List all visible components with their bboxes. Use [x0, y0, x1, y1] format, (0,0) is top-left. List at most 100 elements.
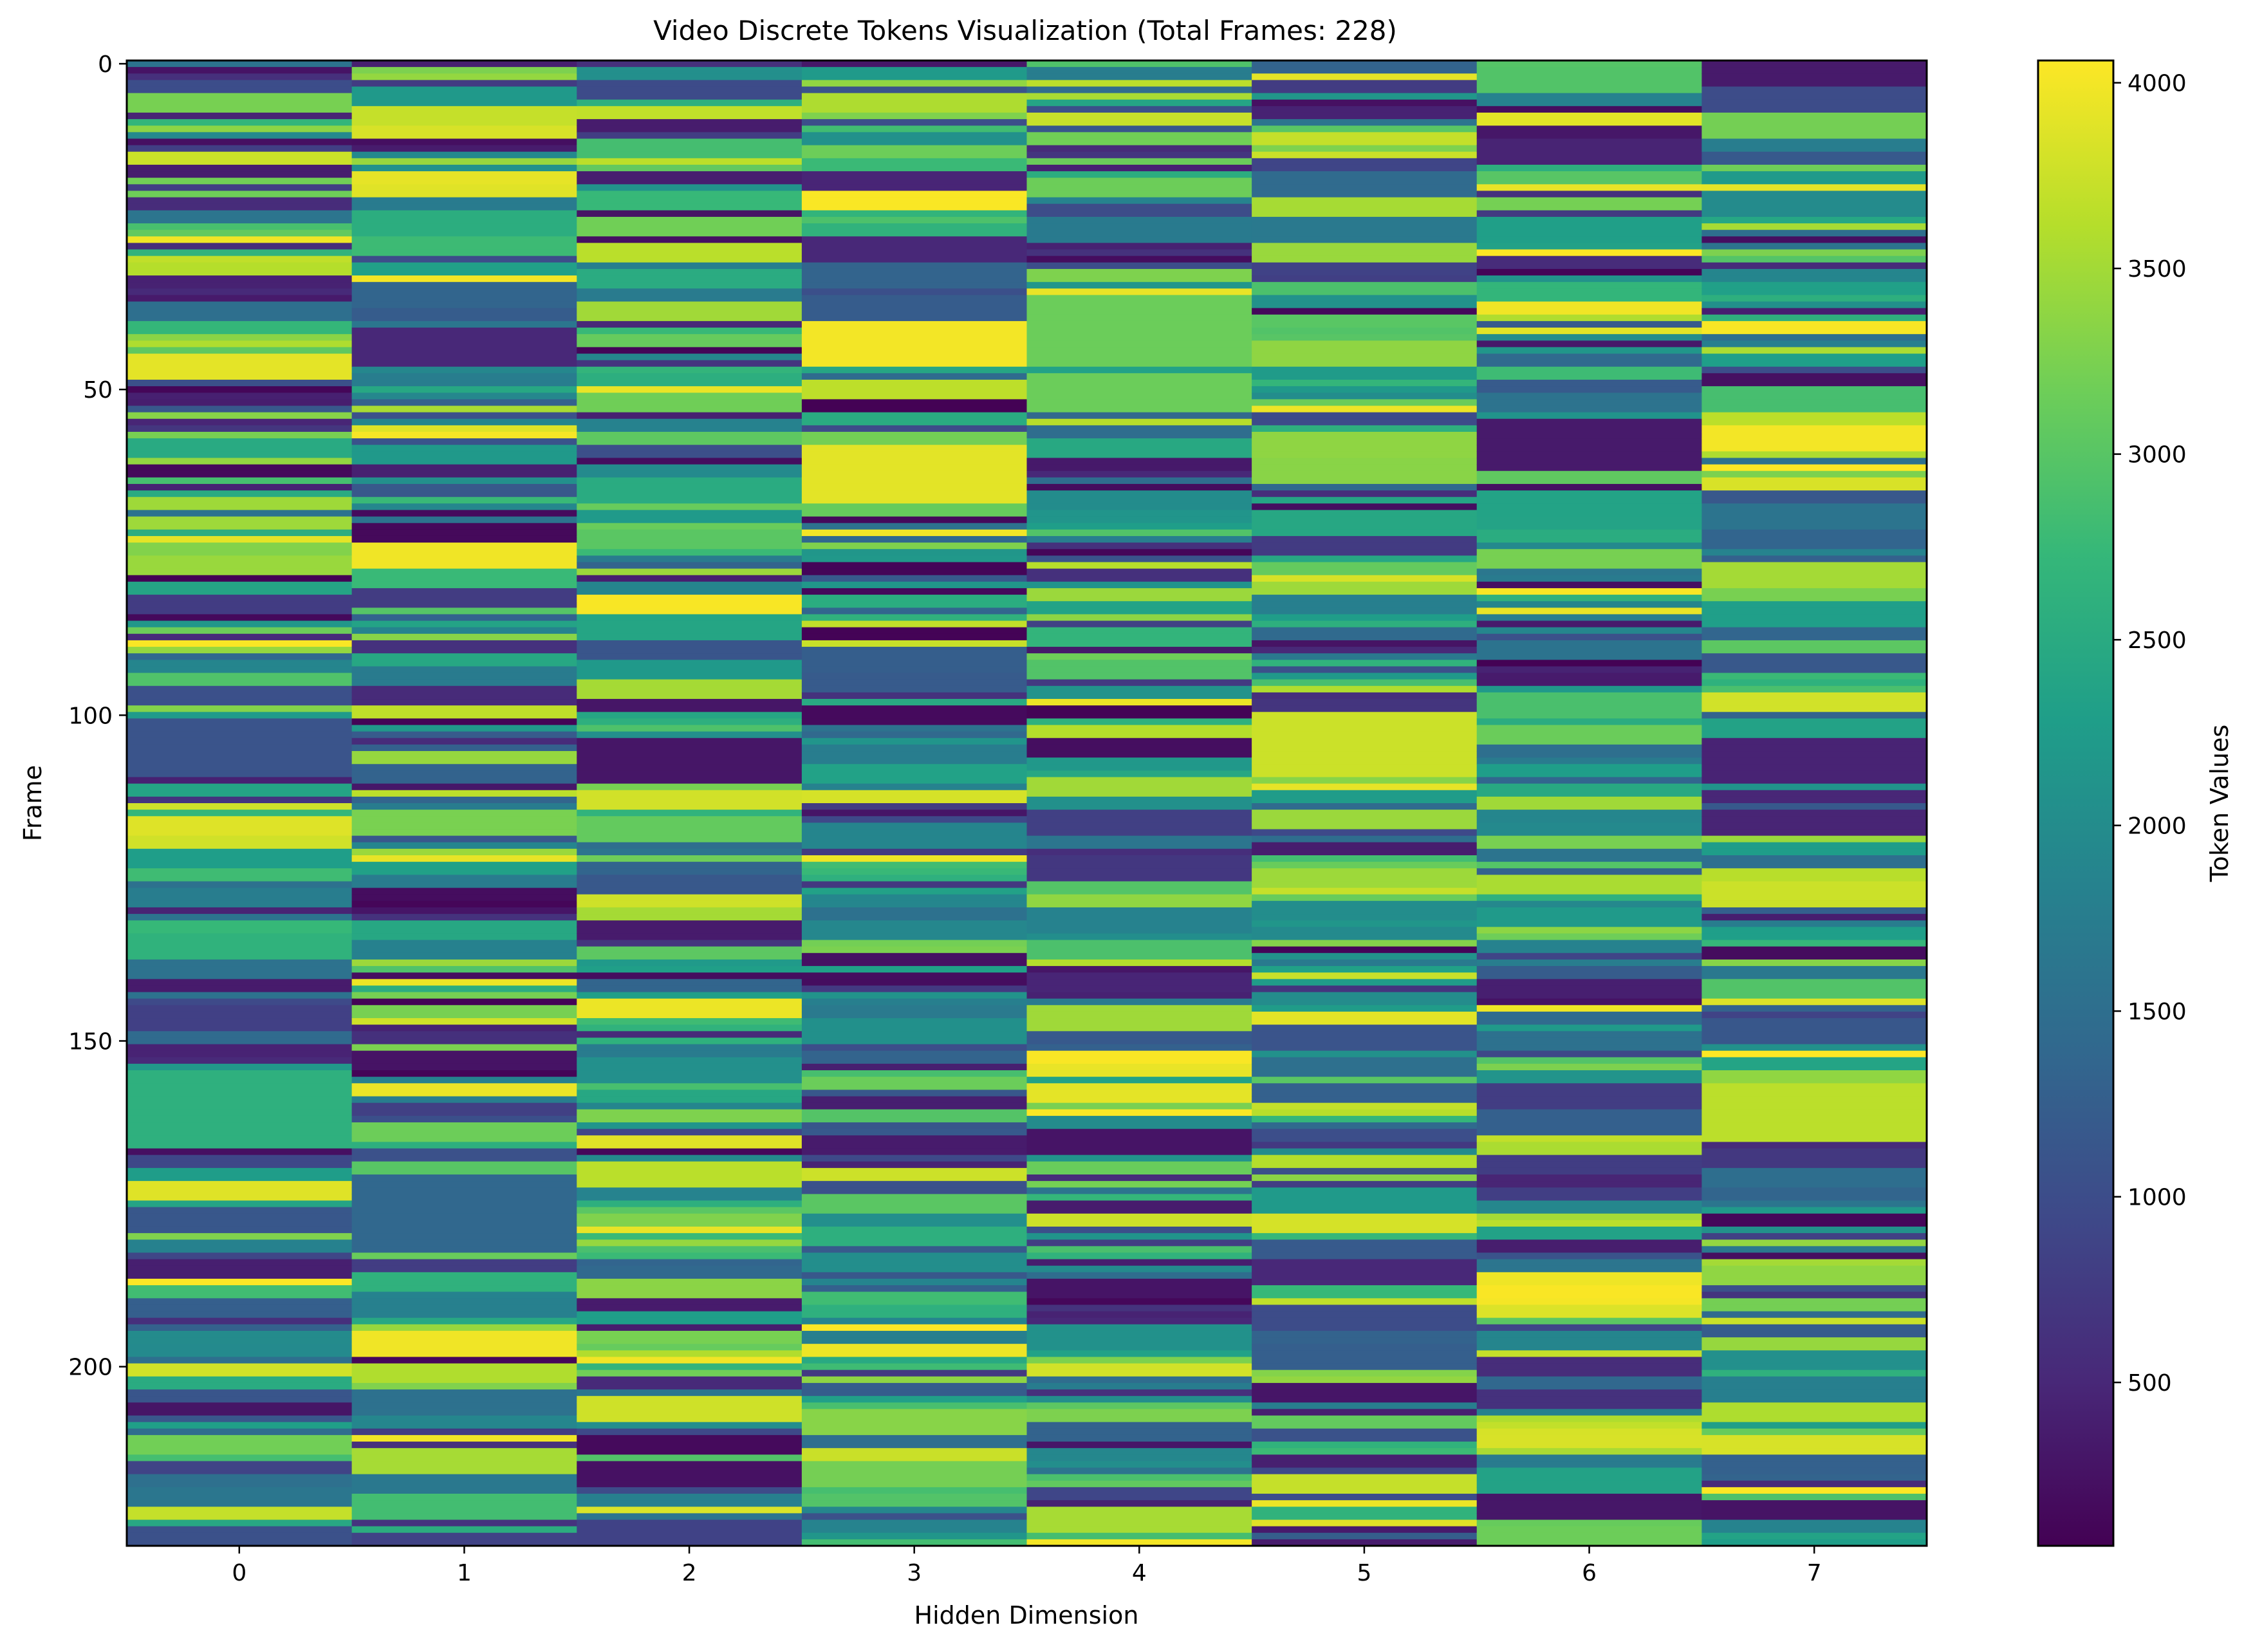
heatmap-cell [1476, 842, 1702, 849]
heatmap-cell [1252, 132, 1478, 140]
heatmap-cell [351, 1155, 577, 1162]
heatmap-cell [1476, 451, 1702, 459]
heatmap-cell [1476, 1122, 1702, 1129]
heatmap-cell [127, 855, 353, 862]
heatmap-cell [1026, 633, 1252, 641]
heatmap-cell [1701, 1102, 1927, 1110]
heatmap-cell [1252, 314, 1478, 322]
heatmap-cell [1252, 1532, 1478, 1540]
heatmap-cell [127, 1278, 353, 1286]
heatmap-cell [1476, 190, 1702, 198]
heatmap-cell [1476, 803, 1702, 810]
heatmap-cell [1476, 692, 1702, 700]
heatmap-cell [127, 1259, 353, 1267]
heatmap-cell [577, 1187, 802, 1194]
y-axis-label: Frame [19, 765, 47, 841]
heatmap-cell [127, 907, 353, 914]
heatmap-cell [351, 418, 577, 426]
heatmap-cell [127, 666, 353, 674]
heatmap-cell [351, 744, 577, 752]
heatmap-cell [577, 568, 802, 576]
heatmap-cell [351, 653, 577, 660]
heatmap-cell [1026, 848, 1252, 856]
heatmap-cell [577, 666, 802, 674]
heatmap-cell [1701, 816, 1927, 823]
heatmap-cell [801, 288, 1028, 296]
heatmap-cell [351, 1442, 577, 1449]
heatmap-cell [1701, 1396, 1927, 1403]
heatmap-cell [1252, 503, 1478, 511]
heatmap-cell [1026, 692, 1252, 700]
heatmap-cell [1252, 614, 1478, 622]
heatmap-cell [127, 647, 353, 654]
heatmap-cell [1701, 1526, 1927, 1534]
heatmap-cell [577, 575, 802, 582]
heatmap-cell [351, 1252, 577, 1260]
heatmap-cell [127, 1292, 353, 1299]
heatmap-cell [1476, 399, 1702, 407]
heatmap-cell [1701, 418, 1927, 426]
heatmap-cell [801, 1272, 1028, 1279]
heatmap-cell [577, 1115, 802, 1123]
heatmap-cell [577, 1155, 802, 1162]
heatmap-cell [1026, 393, 1252, 400]
heatmap-cell [1026, 601, 1252, 608]
heatmap-cell [1476, 1428, 1702, 1436]
heatmap-cell [577, 803, 802, 810]
heatmap-cell [801, 1480, 1028, 1488]
heatmap-cell [1252, 470, 1478, 478]
heatmap-cell [1026, 575, 1252, 582]
heatmap-cell [577, 614, 802, 622]
heatmap-cell [1026, 1233, 1252, 1240]
heatmap-cell [351, 620, 577, 628]
heatmap-cell [351, 490, 577, 497]
heatmap-cell [127, 418, 353, 426]
heatmap-cell [1701, 1382, 1927, 1390]
heatmap-cell [1701, 275, 1927, 283]
heatmap-cell [801, 1519, 1028, 1527]
heatmap-cell [127, 1507, 353, 1514]
heatmap-cell [127, 633, 353, 641]
heatmap-cell [801, 1005, 1028, 1012]
heatmap-cell [577, 178, 802, 185]
heatmap-cell [1026, 1070, 1252, 1077]
heatmap-cell [801, 1532, 1028, 1540]
heatmap-cell [801, 1167, 1028, 1175]
heatmap-cell [801, 647, 1028, 654]
heatmap-cell [127, 67, 353, 74]
heatmap-cell [1701, 894, 1927, 902]
heatmap-cell [351, 1357, 577, 1364]
heatmap-cell [1252, 1304, 1478, 1312]
heatmap-cell [1252, 1050, 1478, 1058]
heatmap-cell [351, 262, 577, 270]
heatmap-cell [1476, 783, 1702, 791]
heatmap-cell [801, 93, 1028, 100]
heatmap-cell [1252, 73, 1478, 80]
heatmap-cell [1026, 366, 1252, 374]
heatmap-cell [1252, 633, 1478, 641]
heatmap-cell [801, 1115, 1028, 1123]
heatmap-cell [127, 1011, 353, 1019]
heatmap-cell [351, 203, 577, 211]
heatmap-cell [801, 1252, 1028, 1260]
heatmap-cell [1026, 1513, 1252, 1521]
heatmap-cell [127, 568, 353, 576]
heatmap-cell [351, 99, 577, 107]
heatmap-cell [577, 1442, 802, 1449]
heatmap-cell [577, 399, 802, 407]
heatmap-cell [127, 1129, 353, 1136]
heatmap-cell [801, 1526, 1028, 1534]
heatmap-cell [1252, 810, 1478, 817]
heatmap-cell [1252, 699, 1478, 706]
heatmap-cell [127, 112, 353, 120]
heatmap-cell [1701, 1500, 1927, 1507]
heatmap-cell [1476, 738, 1702, 745]
heatmap-cell [577, 842, 802, 849]
heatmap-cell [1701, 1461, 1927, 1469]
heatmap-cell [351, 1539, 577, 1546]
heatmap-cell [351, 549, 577, 556]
heatmap-cell [1252, 1382, 1478, 1390]
heatmap-cell [1701, 633, 1927, 641]
heatmap-cell [1026, 1376, 1252, 1384]
